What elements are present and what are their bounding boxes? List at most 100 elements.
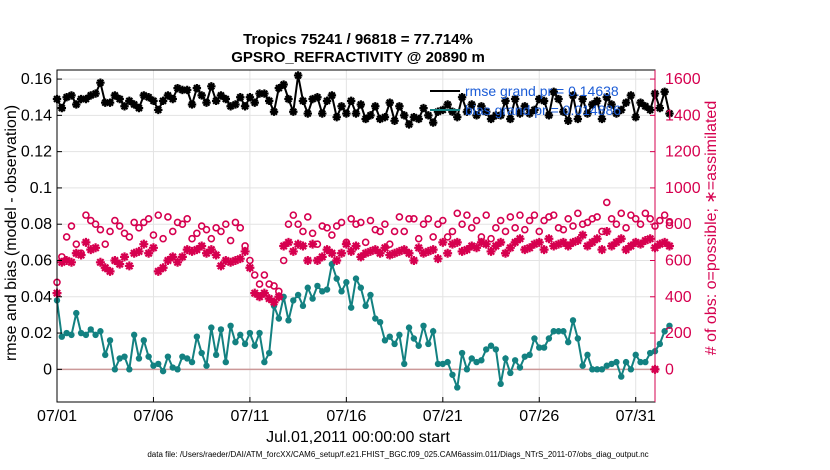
assimilated-point [390, 248, 400, 258]
possible-point [414, 234, 423, 243]
assimilated-point [385, 250, 395, 260]
rmse-point [72, 100, 81, 109]
assimilated-point [544, 234, 554, 244]
bias-point [468, 355, 475, 362]
rmse-point [255, 89, 264, 98]
possible-point [299, 227, 307, 236]
assimilated-point [578, 230, 588, 240]
assimilated-point [332, 255, 342, 265]
y-tick-label: 0.04 [21, 289, 52, 306]
rmse-point [433, 107, 443, 116]
possible-point [381, 220, 389, 229]
bias-point [434, 360, 442, 368]
possible-point [140, 218, 148, 227]
assimilated-point [655, 239, 665, 249]
bias-point [613, 358, 620, 366]
bias-point [352, 275, 360, 282]
rmse-point [226, 102, 235, 111]
bias-point [261, 358, 268, 366]
assimilated-point [182, 245, 192, 255]
assimilated-point [134, 246, 144, 256]
rmse-point [655, 103, 665, 113]
possible-point [443, 233, 452, 241]
rmse-point [467, 100, 476, 109]
assimilated-point [168, 252, 178, 262]
possible-point [226, 236, 235, 245]
bias-point [579, 362, 586, 369]
rmse-point [264, 96, 274, 106]
possible-point [400, 227, 409, 236]
assimilated-point [105, 266, 115, 276]
bias-point [309, 295, 316, 302]
rmse-point [207, 82, 216, 91]
y-axis-label: rmse and bias (model - observation) [3, 105, 20, 361]
x-ticks: 07/01 07/06 07/11 07/16 07/21 07/26 07/31 [37, 397, 656, 425]
possible-point [168, 227, 177, 236]
possible-point [188, 234, 196, 243]
possible-point [453, 209, 462, 218]
rmse-point [303, 109, 312, 118]
bias-point [454, 384, 461, 391]
possible-point [593, 213, 601, 221]
rmse-point [76, 94, 86, 104]
rmse-point [284, 94, 293, 104]
assimilated-point [312, 255, 322, 265]
assimilated-point [501, 248, 510, 258]
assimilated-point [380, 243, 390, 253]
bias-point [627, 366, 635, 373]
legend: rmse grand pr = 0.14638 bias grand pr = … [430, 83, 621, 118]
rmse-point [144, 93, 153, 102]
bias-point [584, 351, 591, 359]
rmse-point [592, 96, 602, 106]
possible-point [487, 234, 495, 243]
bias-point [439, 360, 447, 368]
assimilated-point [525, 243, 535, 253]
assimilated-point [153, 266, 163, 276]
assimilated-point [582, 241, 592, 251]
rmse-point [216, 91, 226, 100]
rmse-point [289, 107, 298, 116]
rmse-point [510, 94, 520, 104]
possible-point [366, 216, 375, 225]
rmse-point [125, 96, 134, 106]
assimilated-point [361, 248, 371, 258]
possible-point [641, 209, 650, 218]
assimilated-point [240, 246, 250, 256]
rmse-point [424, 111, 433, 120]
y-tick-label: 0.16 [21, 71, 52, 88]
bias-point [646, 349, 654, 357]
rmse-point [621, 98, 631, 107]
rmse-point [154, 105, 163, 115]
rmse-point [525, 109, 534, 118]
bias-point [661, 328, 668, 335]
possible-point [106, 227, 114, 236]
y2-tick-label: 0 [665, 361, 674, 378]
assimilated-point [81, 237, 91, 247]
possible-point [607, 214, 616, 223]
possible-point [144, 214, 153, 223]
rmse-point [583, 109, 592, 118]
y2-tick-label: 1200 [665, 144, 701, 161]
bias-point [319, 288, 326, 295]
bias-point [87, 326, 94, 333]
assimilated-point [462, 245, 472, 255]
assimilated-point [245, 263, 255, 273]
assimilated-point [71, 248, 81, 258]
legend-rmse-label: rmse grand pr = 0.14638 [465, 83, 619, 99]
bias-point [188, 358, 196, 366]
assimilated-point [124, 261, 134, 271]
assimilated-point [177, 252, 187, 262]
assimilated-point [549, 241, 559, 251]
rmse-point [645, 105, 655, 115]
rmse-point [129, 100, 139, 109]
assimilated-point [539, 245, 549, 255]
rmse-point [597, 114, 607, 124]
rmse-point [385, 98, 394, 107]
possible-point [559, 225, 568, 234]
rmse-point [496, 111, 505, 120]
bias-point [97, 328, 104, 335]
x-tick-label: 07/21 [423, 408, 463, 425]
possible-point [492, 224, 500, 232]
possible-point [111, 216, 119, 225]
possible-point [627, 211, 635, 219]
